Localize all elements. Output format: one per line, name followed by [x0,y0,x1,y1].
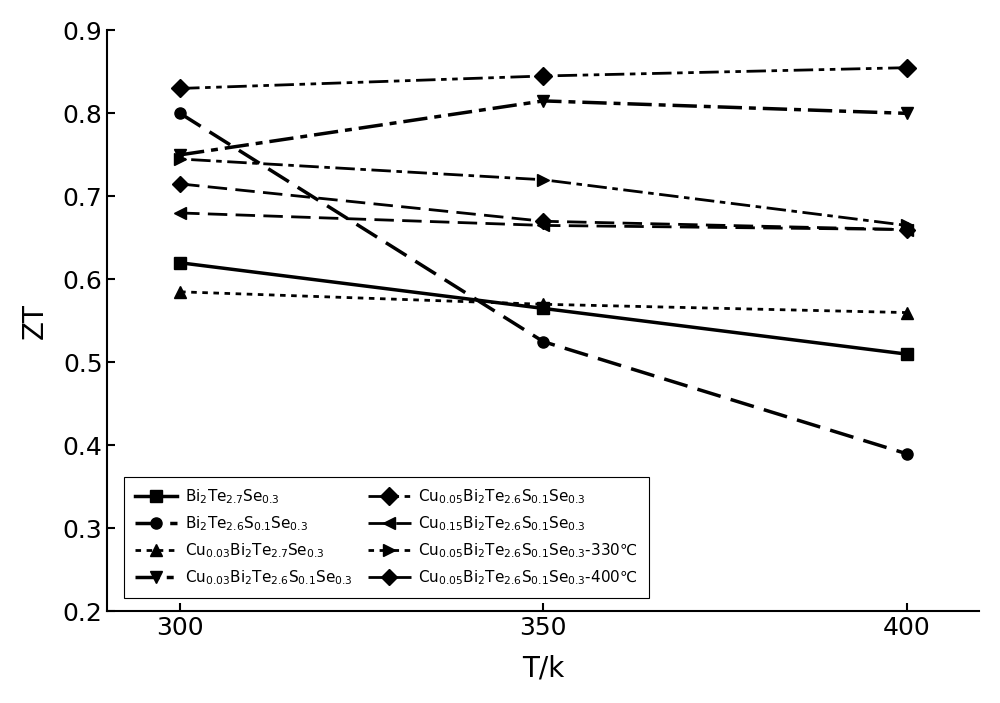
Cu$_{0.03}$Bi$_2$Te$_{2.7}$Se$_{0.3}$ [174,288,186,296]
Cu$_{0.05}$Bi$_2$Te$_{2.6}$S$_{0.1}$Se$_{0.3}$-330℃ [174,155,186,163]
Bi$_2$Te$_{2.7}$Se$_{0.3}$ [174,259,186,267]
Cu$_{0.05}$Bi$_2$Te$_{2.6}$S$_{0.1}$Se$_{0.3}$-330℃ [901,221,913,230]
Cu$_{0.03}$Bi$_2$Te$_{2.6}$S$_{0.1}$Se$_{0.3}$ [537,97,549,105]
Cu$_{0.03}$Bi$_2$Te$_{2.6}$S$_{0.1}$Se$_{0.3}$ [901,109,913,117]
Cu$_{0.03}$Bi$_2$Te$_{2.7}$Se$_{0.3}$ [537,300,549,309]
Cu$_{0.05}$Bi$_2$Te$_{2.6}$S$_{0.1}$Se$_{0.3}$-330℃ [537,176,549,184]
X-axis label: T/k: T/k [522,654,564,682]
Line: Cu$_{0.05}$Bi$_2$Te$_{2.6}$S$_{0.1}$Se$_{0.3}$-400℃: Cu$_{0.05}$Bi$_2$Te$_{2.6}$S$_{0.1}$Se$_… [175,179,912,235]
Bi$_2$Te$_{2.6}$S$_{0.1}$Se$_{0.3}$ [901,449,913,458]
Cu$_{0.05}$Bi$_2$Te$_{2.6}$S$_{0.1}$Se$_{0.3}$ [901,63,913,72]
Cu$_{0.05}$Bi$_2$Te$_{2.6}$S$_{0.1}$Se$_{0.3}$-400℃ [174,180,186,188]
Cu$_{0.15}$Bi$_2$Te$_{2.6}$S$_{0.1}$Se$_{0.3}$ [174,209,186,217]
Cu$_{0.05}$Bi$_2$Te$_{2.6}$S$_{0.1}$Se$_{0.3}$ [537,72,549,80]
Cu$_{0.05}$Bi$_2$Te$_{2.6}$S$_{0.1}$Se$_{0.3}$-400℃ [537,217,549,226]
Line: Cu$_{0.05}$Bi$_2$Te$_{2.6}$S$_{0.1}$Se$_{0.3}$-330℃: Cu$_{0.05}$Bi$_2$Te$_{2.6}$S$_{0.1}$Se$_… [174,153,913,232]
Bi$_2$Te$_{2.7}$Se$_{0.3}$ [901,350,913,359]
Line: Cu$_{0.03}$Bi$_2$Te$_{2.6}$S$_{0.1}$Se$_{0.3}$: Cu$_{0.03}$Bi$_2$Te$_{2.6}$S$_{0.1}$Se$_… [174,95,913,161]
Cu$_{0.05}$Bi$_2$Te$_{2.6}$S$_{0.1}$Se$_{0.3}$-400℃ [901,226,913,234]
Bi$_2$Te$_{2.6}$S$_{0.1}$Se$_{0.3}$ [537,337,549,346]
Cu$_{0.03}$Bi$_2$Te$_{2.6}$S$_{0.1}$Se$_{0.3}$ [174,150,186,159]
Cu$_{0.15}$Bi$_2$Te$_{2.6}$S$_{0.1}$Se$_{0.3}$ [901,226,913,234]
Line: Cu$_{0.05}$Bi$_2$Te$_{2.6}$S$_{0.1}$Se$_{0.3}$: Cu$_{0.05}$Bi$_2$Te$_{2.6}$S$_{0.1}$Se$_… [174,61,913,95]
Line: Cu$_{0.03}$Bi$_2$Te$_{2.7}$Se$_{0.3}$: Cu$_{0.03}$Bi$_2$Te$_{2.7}$Se$_{0.3}$ [175,286,912,318]
Y-axis label: ZT: ZT [21,303,49,339]
Cu$_{0.15}$Bi$_2$Te$_{2.6}$S$_{0.1}$Se$_{0.3}$ [537,221,549,230]
Cu$_{0.05}$Bi$_2$Te$_{2.6}$S$_{0.1}$Se$_{0.3}$ [174,84,186,93]
Line: Cu$_{0.15}$Bi$_2$Te$_{2.6}$S$_{0.1}$Se$_{0.3}$: Cu$_{0.15}$Bi$_2$Te$_{2.6}$S$_{0.1}$Se$_… [174,207,913,236]
Bi$_2$Te$_{2.6}$S$_{0.1}$Se$_{0.3}$ [174,109,186,117]
Legend: Bi$_2$Te$_{2.7}$Se$_{0.3}$, Bi$_2$Te$_{2.6}$S$_{0.1}$Se$_{0.3}$, Cu$_{0.03}$Bi$_: Bi$_2$Te$_{2.7}$Se$_{0.3}$, Bi$_2$Te$_{2… [124,477,649,598]
Cu$_{0.03}$Bi$_2$Te$_{2.7}$Se$_{0.3}$ [901,309,913,317]
Bi$_2$Te$_{2.7}$Se$_{0.3}$ [537,304,549,313]
Line: Bi$_2$Te$_{2.6}$S$_{0.1}$Se$_{0.3}$: Bi$_2$Te$_{2.6}$S$_{0.1}$Se$_{0.3}$ [175,108,912,459]
Line: Bi$_2$Te$_{2.7}$Se$_{0.3}$: Bi$_2$Te$_{2.7}$Se$_{0.3}$ [175,257,912,360]
